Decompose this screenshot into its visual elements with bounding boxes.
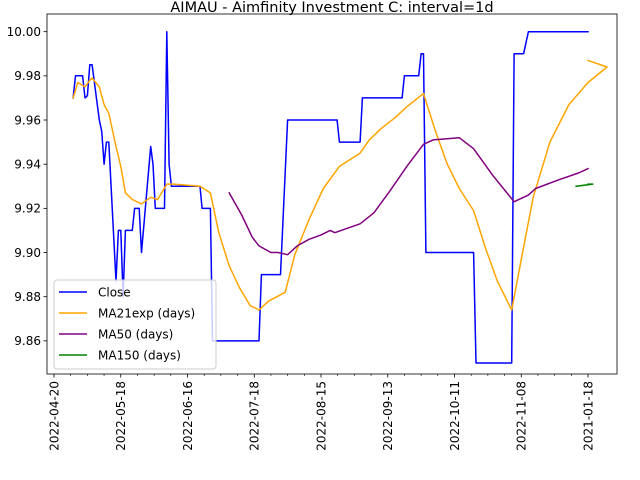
series-line-ma150-days	[575, 183, 594, 188]
x-tick-label: 2022-07-18	[248, 381, 262, 451]
x-tick-label: 2022-04-20	[47, 381, 61, 451]
series-line-ma50-days	[228, 136, 589, 256]
legend-label: MA21exp (days)	[98, 306, 195, 320]
y-tick-label: 9.98	[14, 69, 41, 83]
y-tick-label: 9.88	[14, 290, 41, 304]
x-tick-label: 2022-10-11	[448, 381, 462, 451]
x-tick-label: 2022-08-15	[314, 381, 328, 451]
series-line-close	[72, 30, 589, 364]
legend-label: MA50 (days)	[98, 327, 173, 341]
x-tick-label: 2021-01-18	[581, 381, 595, 451]
x-tick-label: 2022-09-13	[381, 381, 395, 451]
legend: Close MA21exp (days) MA50 (days) MA150 (day…	[53, 279, 217, 370]
plot-area-frame	[46, 13, 618, 375]
legend-label: MA150 (days)	[98, 348, 181, 362]
y-tick-label: 9.86	[14, 334, 41, 348]
series-line-ma21exp-days	[72, 59, 608, 311]
y-tick-label: 9.94	[14, 157, 41, 171]
legend-label: Close	[98, 285, 131, 299]
y-axis: 9.86 9.88 9.90 9.92 9.94 9.96 9.98 10.00	[7, 25, 47, 348]
y-tick-label: 9.90	[14, 246, 41, 260]
y-tick-label: 9.96	[14, 113, 41, 127]
legend-box	[53, 279, 217, 370]
y-tick-label: 10.00	[7, 25, 41, 39]
chart-title: AIMAU - Aimfinity Investment C: interval…	[170, 0, 493, 16]
plot-lines	[72, 30, 608, 364]
x-tick-label: 2022-11-08	[515, 381, 529, 451]
y-tick-label: 9.92	[14, 202, 41, 216]
x-axis: 2022-04-20 2022-05-18 2022-06-16 2022-07-18…	[47, 374, 595, 451]
x-tick-label: 2022-05-18	[114, 381, 128, 451]
x-tick-label: 2022-06-16	[181, 381, 195, 451]
